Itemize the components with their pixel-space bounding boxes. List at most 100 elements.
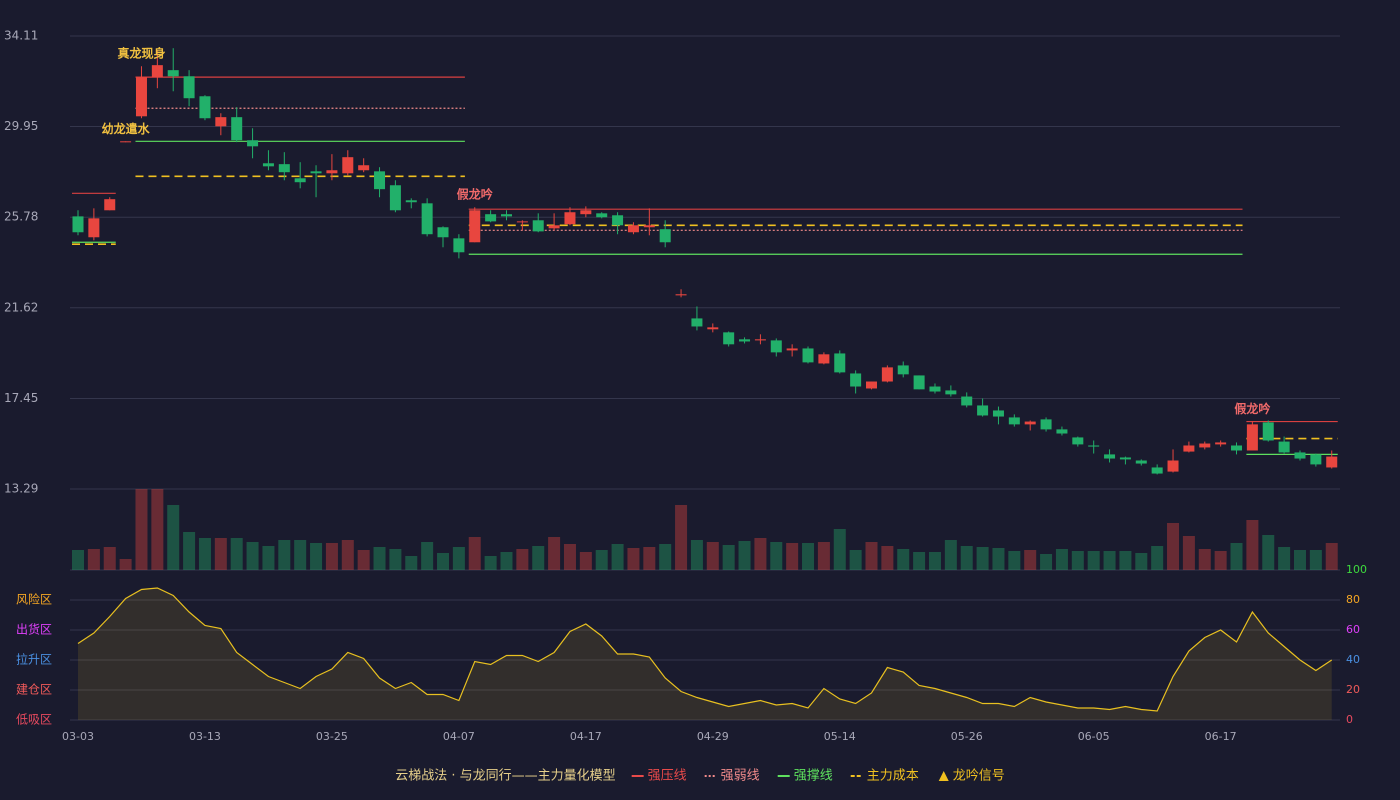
- candle-body: [88, 218, 100, 238]
- candle-body: [358, 165, 370, 171]
- volume-bar: [167, 505, 180, 570]
- candle-body: [151, 65, 163, 78]
- x-tick-label: 03-13: [189, 730, 221, 743]
- volume-bar: [72, 550, 84, 570]
- osc-tick-label: 100: [1346, 563, 1367, 576]
- volume-bar: [595, 550, 608, 570]
- volume-bar: [960, 546, 973, 570]
- candle-body: [1310, 454, 1322, 465]
- candle-body: [453, 238, 465, 253]
- x-tick-label: 06-17: [1205, 730, 1237, 743]
- volume-bar: [1278, 547, 1291, 570]
- y-tick-label: 29.95: [4, 119, 38, 133]
- volume-bar: [675, 505, 688, 570]
- candle-body: [850, 373, 862, 387]
- legend-label: 强撑线: [794, 769, 833, 784]
- volume-bar: [1309, 550, 1322, 570]
- candle-body: [929, 386, 941, 392]
- y-tick-label: 34.11: [4, 29, 38, 43]
- candle-body: [1135, 460, 1147, 464]
- candle-body: [405, 200, 417, 203]
- candle-body: [516, 221, 528, 223]
- x-tick-label: 05-14: [824, 730, 856, 743]
- volume-bar: [373, 547, 386, 570]
- candle-body: [675, 294, 687, 296]
- volume-bar: [548, 537, 561, 570]
- volume-bar: [563, 544, 576, 570]
- annotation: 真龙现身: [117, 46, 165, 61]
- osc-tick-label: 40: [1346, 653, 1360, 666]
- volume-bar: [214, 538, 227, 570]
- volume-bar: [770, 542, 783, 570]
- volume-bar: [183, 532, 196, 570]
- volume-bar: [706, 542, 719, 570]
- volume-bar: [627, 548, 640, 570]
- candle-body: [500, 214, 512, 217]
- x-tick-label: 04-07: [443, 730, 475, 743]
- volume-bar: [1325, 543, 1338, 570]
- candle-body: [1294, 452, 1306, 459]
- volume-bar: [1167, 523, 1180, 570]
- candle-body: [294, 178, 306, 183]
- x-tick-label: 04-17: [570, 730, 602, 743]
- volume-bar: [389, 549, 402, 570]
- candle-body: [1215, 442, 1227, 445]
- candle-body: [104, 199, 116, 211]
- candle-body: [1024, 421, 1036, 425]
- candle-body: [532, 220, 544, 232]
- volume-bar: [579, 552, 592, 570]
- candle-body: [231, 117, 243, 141]
- volume-bar: [1246, 520, 1259, 570]
- candle-body: [977, 405, 989, 416]
- candle-body: [739, 339, 751, 342]
- volume-bar: [357, 550, 370, 570]
- volume-bar: [833, 529, 846, 570]
- volume-bar: [976, 547, 989, 570]
- candle-body: [913, 375, 925, 390]
- candle-body: [135, 77, 147, 117]
- candle-body: [818, 354, 830, 364]
- volume-bar: [500, 552, 513, 570]
- candle-body: [1167, 460, 1179, 472]
- volume-bar: [1071, 551, 1084, 570]
- zone-label: 拉升区: [16, 652, 52, 667]
- candle-body: [1072, 437, 1084, 445]
- annotation: 幼龙遣水: [102, 121, 151, 136]
- candle-body: [374, 171, 386, 190]
- y-tick-label: 25.78: [4, 210, 38, 224]
- candle-body: [992, 410, 1004, 417]
- x-tick-label: 04-29: [697, 730, 729, 743]
- candle-body: [786, 348, 798, 351]
- candle-body: [580, 210, 592, 215]
- volume-bar: [754, 538, 767, 570]
- volume-bar: [659, 544, 672, 570]
- volume-bar: [928, 552, 941, 570]
- candle-body: [1056, 429, 1068, 434]
- legend-symbol: [938, 771, 949, 781]
- candle-body: [881, 367, 893, 382]
- osc-tick-label: 0: [1346, 713, 1353, 726]
- volume-bar: [262, 546, 275, 570]
- osc-tick-label: 80: [1346, 593, 1360, 606]
- candle-body: [421, 203, 433, 235]
- legend-title: 云梯战法 · 与龙同行——主力量化模型: [395, 769, 615, 784]
- annotation: 假龙吟: [1234, 401, 1270, 416]
- volume-bar: [849, 550, 862, 570]
- candle-body: [564, 212, 576, 225]
- volume-bar: [913, 552, 926, 570]
- volume-bar: [246, 542, 259, 570]
- candle-body: [1326, 456, 1338, 468]
- candle-body: [485, 214, 497, 222]
- zone-label: 风险区: [16, 592, 52, 607]
- candle-body: [1008, 417, 1020, 425]
- volume-bar: [992, 548, 1005, 570]
- candle-body: [612, 215, 624, 226]
- candle-body: [834, 353, 846, 373]
- osc-tick-label: 20: [1346, 683, 1360, 696]
- candle-body: [1199, 443, 1211, 448]
- volume-bar: [532, 546, 545, 570]
- candle-body: [1183, 445, 1195, 452]
- volume-bar: [1198, 549, 1211, 570]
- volume-bar: [944, 540, 957, 570]
